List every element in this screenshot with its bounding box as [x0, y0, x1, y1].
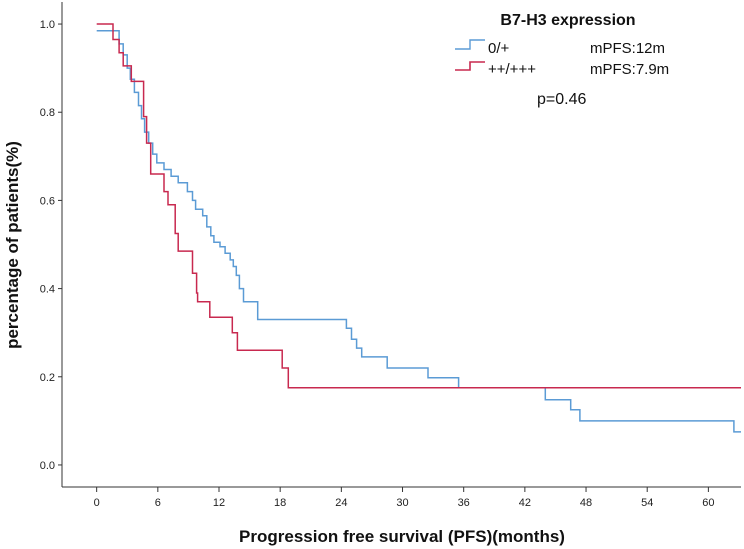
p-value-annotation: p=0.46: [537, 91, 586, 108]
legend-swatch-plusplus-plusplusplus: [455, 61, 485, 71]
x-tick-label: 24: [335, 497, 347, 509]
legend-label-0-plus: 0/+: [488, 40, 510, 57]
y-axis-title: percentage of patients(%): [3, 141, 22, 349]
x-tick-label: 12: [213, 497, 225, 509]
x-tick-label: 36: [458, 497, 470, 509]
legend-median-plusplus-plusplusplus: mPFS:7.9m: [590, 61, 669, 78]
x-tick-label: 0: [94, 497, 100, 509]
x-tick-label: 42: [519, 497, 531, 509]
y-tick-label: 0.0: [40, 460, 55, 472]
legend-median-0-plus: mPFS:12m: [590, 40, 665, 57]
x-tick-label: 6: [155, 497, 161, 509]
series-lines: [96, 23, 741, 433]
x-tick-label: 54: [641, 497, 653, 509]
y-tick-label: 0.4: [40, 284, 55, 296]
y-axis-ticks: 0.0 0.2 0.4 0.6 0.8 1.0: [40, 19, 62, 472]
x-tick-label: 60: [702, 497, 714, 509]
x-tick-label: 48: [580, 497, 592, 509]
legend: B7-H3 expression 0/+ mPFS:12m ++/+++ mPF…: [455, 12, 669, 108]
y-tick-label: 0.6: [40, 195, 55, 207]
x-axis-ticks: 0 6 12 18 24 30 36 42 48 54 60: [94, 487, 715, 509]
legend-title: B7-H3 expression: [500, 12, 635, 29]
series-line-0-plus: [96, 29, 741, 433]
axes: [61, 2, 741, 488]
legend-swatch-0-plus: [455, 39, 485, 50]
legend-label-plusplus-plusplusplus: ++/+++: [488, 61, 536, 78]
series-line-plusplus-plusplusplus: [96, 23, 741, 389]
y-tick-label: 0.8: [40, 107, 55, 119]
x-tick-label: 18: [274, 497, 286, 509]
y-tick-label: 0.2: [40, 372, 55, 384]
x-axis-title: Progression free survival (PFS)(months): [239, 527, 565, 546]
y-tick-label: 1.0: [40, 19, 55, 31]
x-tick-label: 30: [396, 497, 408, 509]
